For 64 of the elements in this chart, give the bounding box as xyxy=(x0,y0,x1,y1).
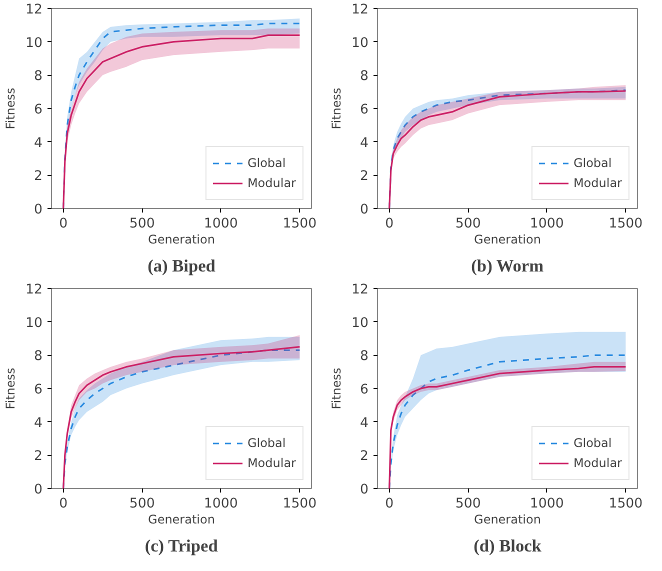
x-axis-title: Generation xyxy=(148,232,215,246)
legend-label: Modular xyxy=(247,456,296,470)
x-tick-label: 1500 xyxy=(282,216,317,232)
y-tick-label: 12 xyxy=(352,2,369,18)
y-tick-label: 2 xyxy=(34,449,43,464)
x-tick-label: 500 xyxy=(455,496,481,512)
y-tick-label: 0 xyxy=(34,202,43,218)
legend-label: Modular xyxy=(573,456,622,470)
text: (d) Block xyxy=(474,536,542,556)
legend-label: Modular xyxy=(573,176,622,190)
y-tick-label: 8 xyxy=(360,349,369,364)
y-tick-label: 8 xyxy=(34,69,43,84)
legend-label: Global xyxy=(247,156,286,170)
y-tick-label: 8 xyxy=(34,349,43,364)
y-tick-label: 2 xyxy=(360,169,369,184)
y-tick-label: 10 xyxy=(352,316,369,331)
x-tick-label: 1000 xyxy=(530,496,564,512)
y-tick-label: 12 xyxy=(352,282,369,298)
y-tick-label: 4 xyxy=(360,416,369,431)
x-tick-label: 0 xyxy=(59,496,68,512)
x-tick-label: 1000 xyxy=(530,216,564,232)
y-tick-label: 10 xyxy=(352,36,369,51)
y-tick-label: 4 xyxy=(360,136,369,151)
x-tick-label: 1500 xyxy=(608,216,643,232)
y-axis-title: Fitness xyxy=(330,368,344,410)
x-tick-label: 500 xyxy=(455,216,481,232)
x-axis-title: Generation xyxy=(474,232,541,246)
y-axis-title: Fitness xyxy=(4,88,18,130)
x-axis-title: Generation xyxy=(474,512,541,526)
legend-label: Modular xyxy=(247,176,296,190)
text: (a) Biped xyxy=(148,256,216,276)
x-tick-label: 0 xyxy=(59,216,68,232)
y-tick-label: 6 xyxy=(360,102,369,118)
x-tick-label: 0 xyxy=(385,496,394,512)
y-tick-label: 6 xyxy=(34,102,43,118)
y-axis-title: Fitness xyxy=(4,368,18,410)
y-tick-label: 2 xyxy=(360,449,369,464)
y-tick-label: 12 xyxy=(26,2,43,18)
text: (c) Triped xyxy=(144,536,218,556)
y-tick-label: 4 xyxy=(34,416,43,431)
y-tick-label: 2 xyxy=(34,169,43,184)
x-tick-label: 1500 xyxy=(608,496,643,512)
x-axis-title: Generation xyxy=(148,512,215,526)
text: (b) Worm xyxy=(471,256,544,276)
y-tick-label: 0 xyxy=(34,482,43,498)
y-tick-label: 4 xyxy=(34,136,43,151)
y-tick-label: 0 xyxy=(360,202,369,218)
x-tick-label: 1000 xyxy=(204,496,238,512)
y-tick-label: 6 xyxy=(34,382,43,398)
x-tick-label: 500 xyxy=(129,216,155,232)
y-tick-label: 0 xyxy=(360,482,369,498)
y-tick-label: 6 xyxy=(360,382,369,398)
legend-label: Global xyxy=(573,436,612,450)
y-tick-label: 12 xyxy=(26,282,43,298)
legend-label: Global xyxy=(573,156,612,170)
x-tick-label: 0 xyxy=(385,216,394,232)
y-tick-label: 8 xyxy=(360,69,369,84)
y-tick-label: 10 xyxy=(26,316,43,331)
y-tick-label: 10 xyxy=(26,36,43,51)
x-tick-label: 1000 xyxy=(204,216,238,232)
legend-label: Global xyxy=(247,436,286,450)
x-tick-label: 500 xyxy=(129,496,155,512)
y-axis-title: Fitness xyxy=(330,88,344,130)
x-tick-label: 1500 xyxy=(282,496,317,512)
